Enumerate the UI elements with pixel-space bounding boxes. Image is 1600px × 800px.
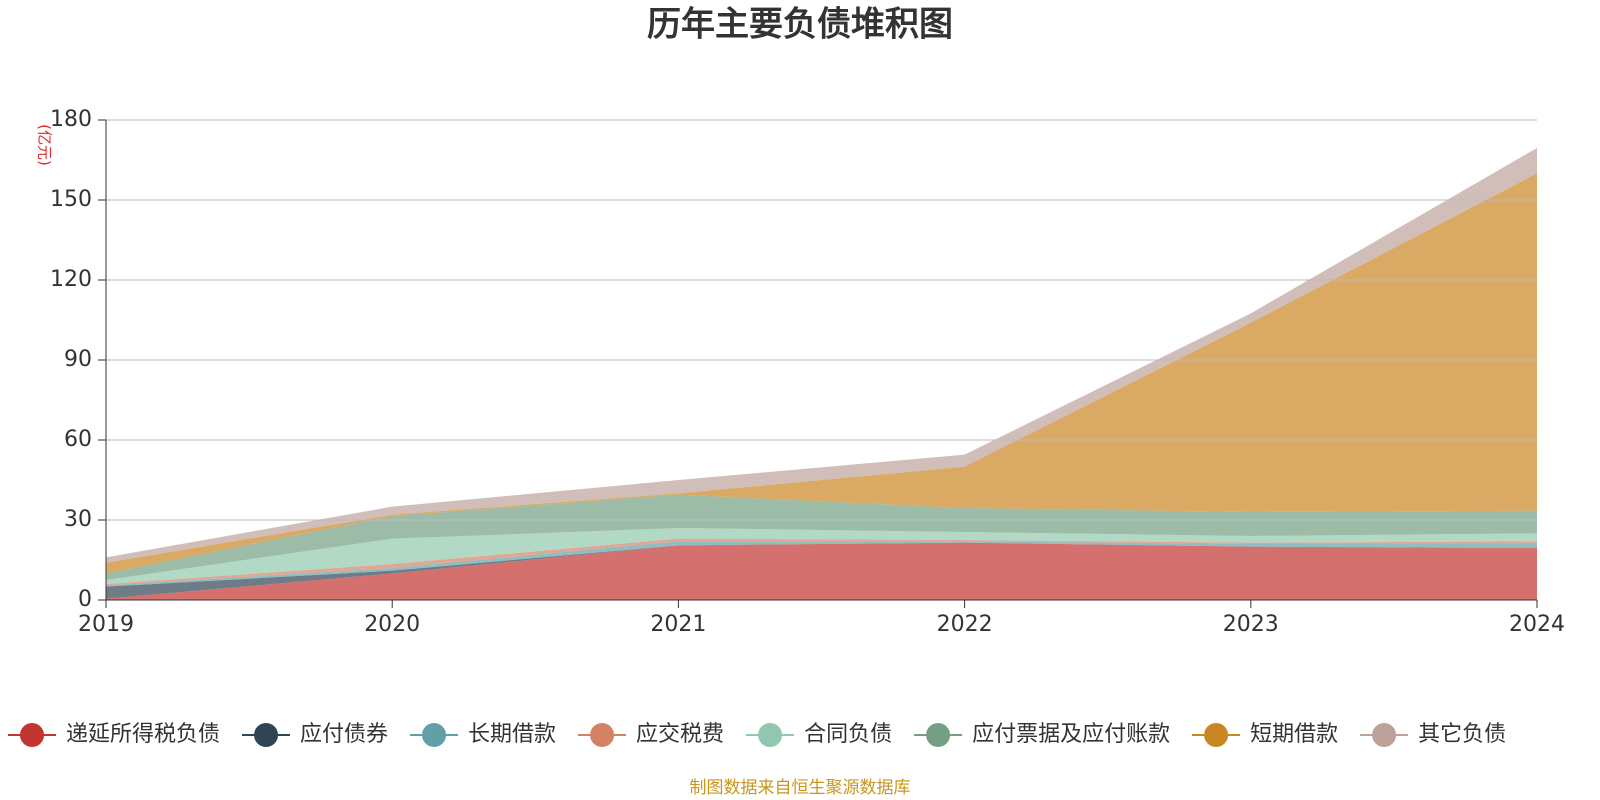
legend-item: 长期借款 xyxy=(410,722,556,747)
y-tick-label: 180 xyxy=(50,107,92,132)
areas xyxy=(106,148,1537,600)
y-tick-label: 60 xyxy=(64,427,92,452)
legend-label: 合同负债 xyxy=(804,722,892,747)
x-tick-label: 2022 xyxy=(937,612,993,637)
legend-dot xyxy=(926,723,951,747)
legend: 递延所得税负债 应付债券 长期借款 应交税费 合同负债 应付票据及应付账款 短期借款 其它负债 xyxy=(8,722,1506,747)
y-unit: (亿元) xyxy=(36,124,54,166)
legend-label: 其它负债 xyxy=(1418,722,1506,747)
x-tick-label: 2020 xyxy=(364,612,420,637)
legend-item: 其它负债 xyxy=(1360,722,1506,747)
source-note: 制图数据来自恒生聚源数据库 xyxy=(690,778,911,798)
area xyxy=(106,173,1537,574)
legend-item: 应付债券 xyxy=(242,722,388,747)
legend-dot xyxy=(254,723,279,747)
legend-dot xyxy=(422,723,447,747)
y-tick-label: 120 xyxy=(50,267,92,292)
legend-dot xyxy=(1372,723,1397,747)
x-tick-label: 2023 xyxy=(1223,612,1279,637)
legend-dot xyxy=(758,723,783,747)
legend-label: 应交税费 xyxy=(636,722,724,747)
x-tick-label: 2019 xyxy=(78,612,134,637)
legend-item: 合同负债 xyxy=(746,722,892,747)
legend-item: 应付票据及应付账款 xyxy=(914,722,1170,747)
y-tick-label: 90 xyxy=(64,347,92,372)
x-tick-label: 2024 xyxy=(1509,612,1565,637)
legend-label: 递延所得税负债 xyxy=(66,722,220,747)
legend-label: 应付票据及应付账款 xyxy=(972,722,1170,747)
legend-item: 递延所得税负债 xyxy=(8,722,220,747)
x-tick-label: 2021 xyxy=(650,612,706,637)
area xyxy=(106,541,1537,587)
legend-dot xyxy=(590,723,615,747)
area xyxy=(106,148,1537,563)
chart-title: 历年主要负债堆积图 xyxy=(647,5,953,45)
area xyxy=(106,528,1537,584)
legend-label: 应付债券 xyxy=(300,722,388,747)
area xyxy=(106,542,1537,600)
legend-label: 长期借款 xyxy=(468,722,556,747)
y-tick-label: 0 xyxy=(78,587,92,612)
legend-dot xyxy=(20,723,44,747)
area xyxy=(106,494,1537,580)
legend-label: 短期借款 xyxy=(1250,722,1338,747)
legend-item: 应交税费 xyxy=(578,722,724,747)
y-tick-label: 150 xyxy=(50,187,92,212)
legend-item: 短期借款 xyxy=(1192,722,1338,747)
y-tick-label: 30 xyxy=(64,507,92,532)
legend-dot xyxy=(1204,723,1229,747)
area xyxy=(106,538,1537,586)
